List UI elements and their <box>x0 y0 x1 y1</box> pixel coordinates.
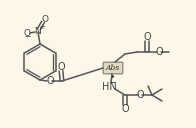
FancyBboxPatch shape <box>103 62 123 74</box>
Text: Abs: Abs <box>106 64 120 72</box>
Text: −: − <box>24 33 30 41</box>
Text: O: O <box>57 62 65 72</box>
Text: O: O <box>136 90 144 100</box>
Text: O: O <box>143 32 151 42</box>
Text: O: O <box>42 14 48 24</box>
Text: N: N <box>35 26 41 35</box>
Text: +: + <box>39 24 45 30</box>
Text: O: O <box>46 76 54 86</box>
Text: O: O <box>24 29 31 38</box>
Text: O: O <box>155 47 163 57</box>
Text: O: O <box>121 104 129 114</box>
Text: HN: HN <box>102 82 116 92</box>
